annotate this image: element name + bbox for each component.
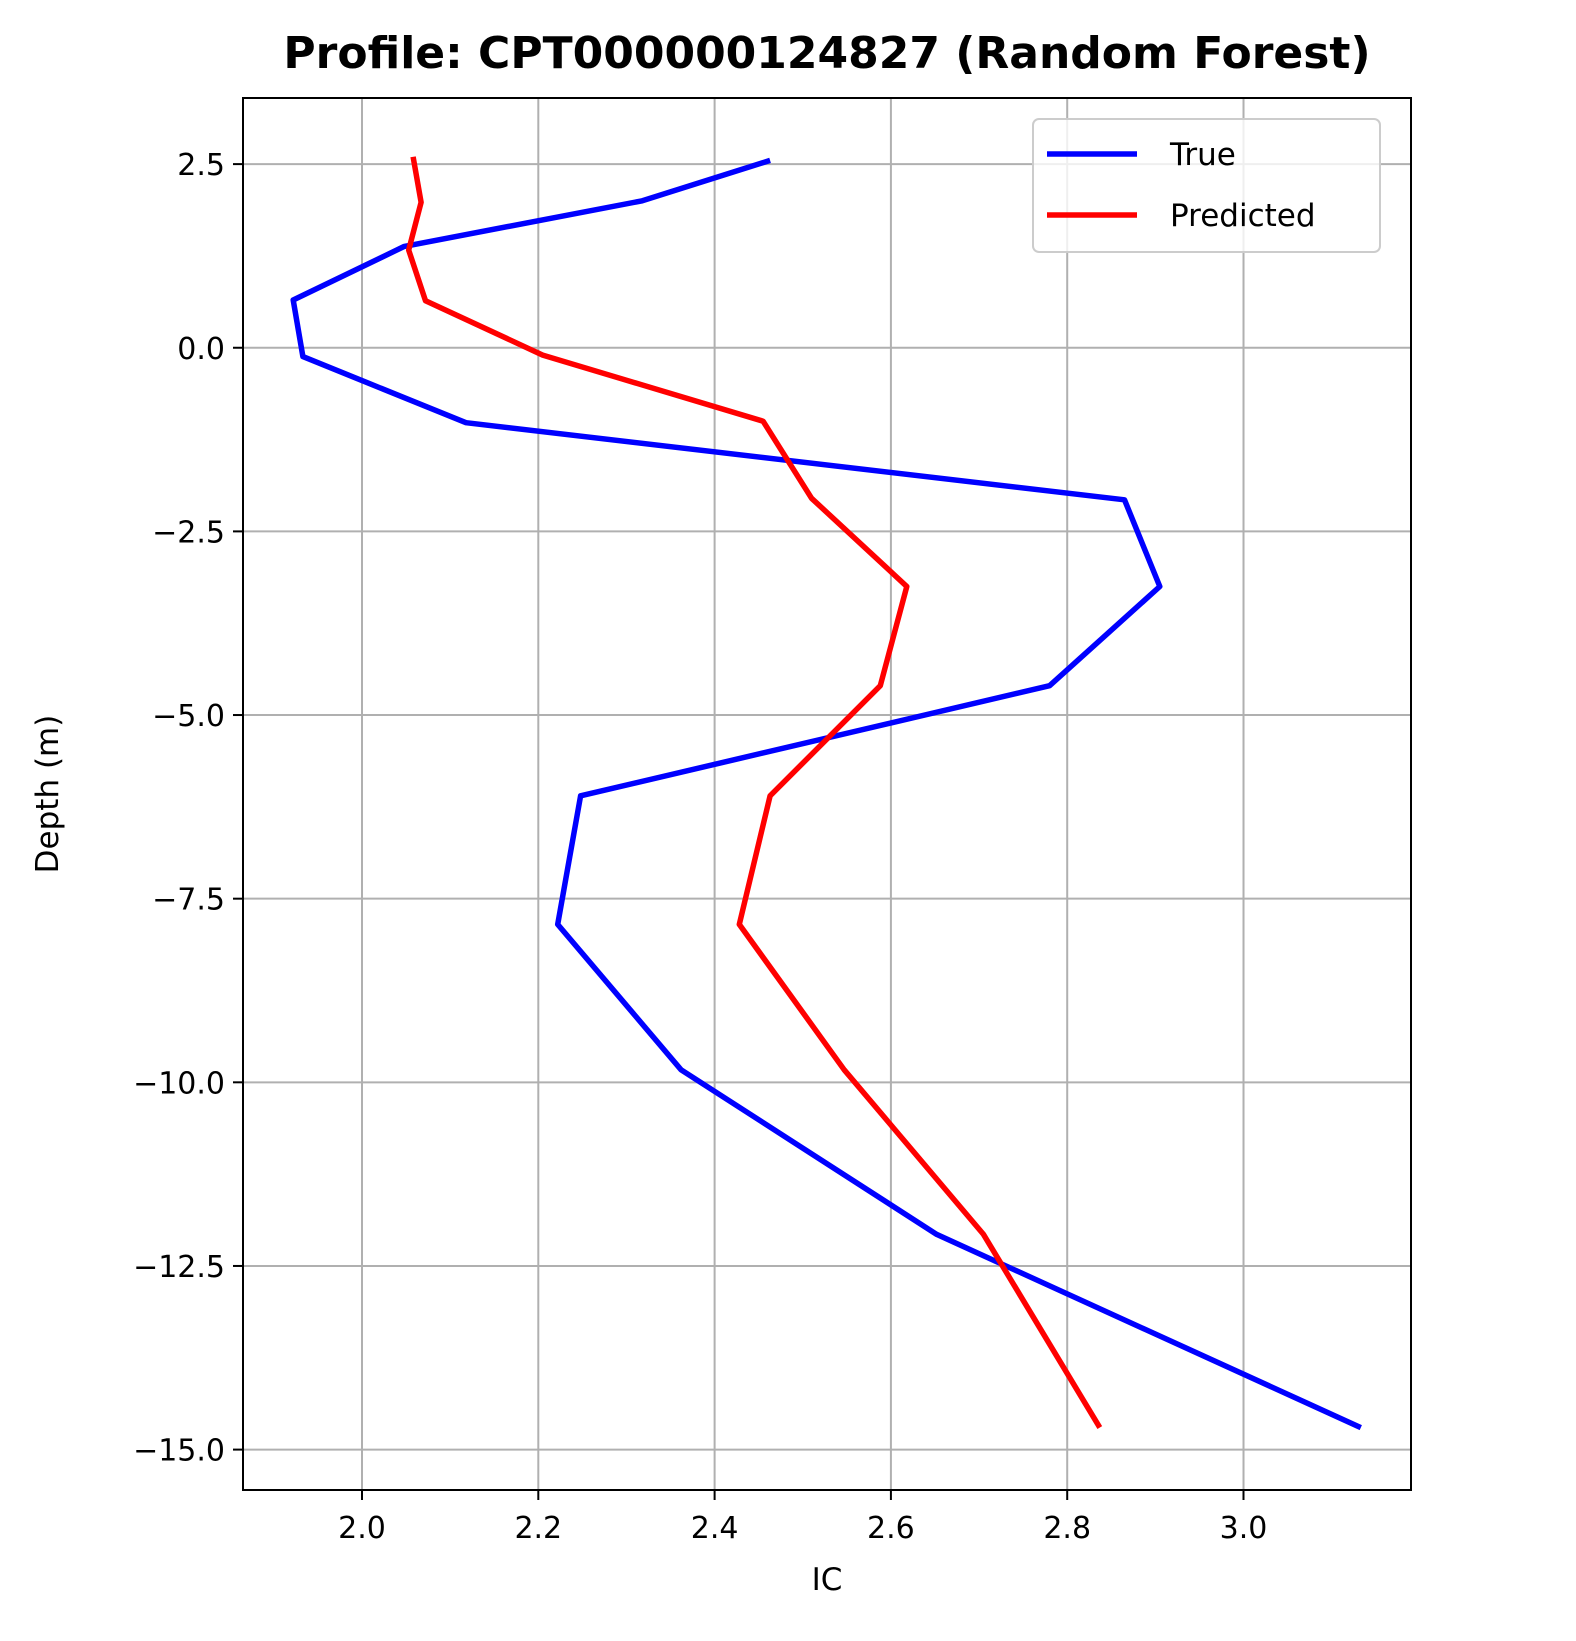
y-tick-label: −15.0 — [133, 1434, 225, 1469]
x-tick-label: 2.4 — [691, 1511, 739, 1546]
y-tick-label: 2.5 — [177, 148, 225, 183]
y-tick-label: −7.5 — [152, 883, 225, 918]
plot-frame — [242, 97, 1412, 1491]
x-tick-label: 2.6 — [867, 1511, 915, 1546]
x-axis-label: IC — [812, 1562, 843, 1598]
y-tick-label: −10.0 — [133, 1066, 225, 1101]
axis-ticks: 2.0 2.2 2.4 2.6 2.8 3.0 2.5 0.0 −2.5 −5.0 −7.5 −10.… — [133, 148, 1267, 1546]
y-tick-label: −5.0 — [152, 699, 225, 734]
legend-label-predicted: Predicted — [1170, 198, 1316, 234]
series-line-true — [290, 157, 1362, 1431]
x-tick-label: 3.0 — [1220, 1511, 1268, 1546]
series-line-predicted — [405, 156, 1103, 1430]
y-tick-label: −12.5 — [133, 1250, 225, 1285]
legend: True Predicted — [1032, 118, 1381, 253]
y-tick-label: 0.0 — [177, 332, 225, 367]
series-lines — [290, 156, 1362, 1431]
y-axis-label: Depth (m) — [30, 715, 66, 874]
x-tick-label: 2.2 — [514, 1511, 562, 1546]
x-tick-label: 2.8 — [1043, 1511, 1091, 1546]
x-tick-label: 2.0 — [338, 1511, 386, 1546]
grid-lines — [243, 98, 1411, 1490]
legend-entries: True Predicted — [1047, 137, 1316, 234]
y-tick-label: −2.5 — [152, 515, 225, 550]
chart-title: Profile: CPT000000124827 (Random Forest) — [283, 28, 1370, 79]
legend-label-true: True — [1169, 137, 1236, 173]
